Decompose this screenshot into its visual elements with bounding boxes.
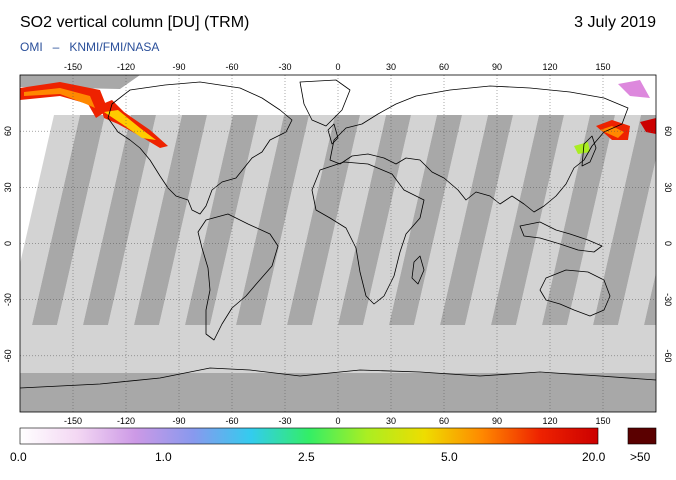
north-america-outline — [107, 81, 293, 215]
orbit-gap-swath — [185, 115, 258, 325]
lon-label-top: 120 — [542, 62, 557, 72]
lon-label-top: -30 — [278, 62, 291, 72]
orbit-gap-swath — [236, 115, 309, 325]
lon-label-top: -60 — [225, 62, 238, 72]
colorbar-overflow-label: >50 — [630, 450, 651, 464]
orbit-gap-swath — [440, 115, 513, 325]
australia-outline — [539, 269, 611, 317]
lat-label-left: 0 — [3, 241, 13, 246]
colorbar-label-4: 20.0 — [582, 450, 606, 464]
colorbar-label-2: 2.5 — [298, 450, 315, 464]
so2-plume — [20, 80, 656, 154]
southeast-asia-islands-outline — [519, 221, 603, 253]
lon-label-bottom: 150 — [595, 416, 610, 426]
lon-label-bottom: -60 — [225, 416, 238, 426]
lat-label-left: -60 — [3, 349, 13, 362]
orbit-gap-swath — [32, 115, 105, 325]
map-frame — [19, 74, 657, 413]
lon-label-bottom: -120 — [117, 416, 135, 426]
lon-label-bottom: 120 — [542, 416, 557, 426]
orbit-gap-swath — [491, 115, 564, 325]
orbit-gap-swath — [644, 272, 656, 325]
lon-label-top: 30 — [386, 62, 396, 72]
lon-label-bottom: 30 — [386, 416, 396, 426]
japan-outline — [581, 135, 597, 167]
no-data-swath — [465, 115, 539, 325]
lon-label-bottom: -30 — [278, 416, 291, 426]
lon-label-bottom: 0 — [335, 416, 340, 426]
no-data-swath — [363, 115, 437, 325]
lon-label-top: 0 — [335, 62, 340, 72]
colorbar-label-3: 5.0 — [441, 450, 458, 464]
axis-labels: -150 -150 -120 -120 -90 -90 -60 -60 -30 -30 0 0 30 30… — [3, 62, 673, 426]
madagascar-outline — [411, 255, 425, 285]
lat-label-right: 0 — [663, 241, 673, 246]
orbit-gap-swath — [287, 115, 360, 325]
no-data-swath — [159, 115, 233, 325]
lon-label-top: 90 — [492, 62, 502, 72]
map-date: 3 July 2019 — [574, 14, 656, 31]
no-data-swath — [20, 115, 80, 325]
orbit-gap-swath — [389, 115, 462, 325]
greenland-outline — [299, 79, 351, 127]
orbit-gap-swath — [83, 115, 156, 325]
colorbar-label-0: 0.0 — [10, 450, 27, 464]
lon-label-top: 150 — [595, 62, 610, 72]
orbit-gap-swath — [338, 115, 411, 325]
south-america-outline — [197, 213, 279, 341]
lon-label-top: 60 — [439, 62, 449, 72]
lon-label-bottom: -150 — [64, 416, 82, 426]
lon-label-bottom: -90 — [172, 416, 185, 426]
lat-label-left: 60 — [3, 126, 13, 136]
no-data-swath — [414, 115, 488, 325]
africa-outline — [311, 161, 425, 305]
lon-label-top: -120 — [117, 62, 135, 72]
no-data-swath — [108, 115, 182, 325]
data-credit: OMI – KNMI/FMI/NASA — [20, 40, 159, 54]
no-data-swath — [210, 115, 284, 325]
credit-agencies: KNMI/FMI/NASA — [69, 40, 160, 54]
no-data-swath — [261, 115, 335, 325]
lat-label-right: 60 — [663, 126, 673, 136]
lat-label-right: 30 — [663, 182, 673, 192]
eurasia-outline — [329, 85, 629, 213]
lon-label-top: -150 — [64, 62, 82, 72]
no-data-swath — [516, 115, 590, 325]
colorbar-label-1: 1.0 — [155, 450, 172, 464]
orbit-gap-swath — [134, 115, 207, 325]
credit-instrument: OMI — [20, 40, 43, 54]
orbit-gap-swath — [593, 115, 656, 325]
no-data-swath — [567, 115, 641, 325]
map-area — [20, 75, 656, 412]
graticule — [20, 75, 656, 412]
lat-label-left: -30 — [3, 293, 13, 306]
colorbar-gradient — [19, 427, 599, 445]
credit-separator: – — [52, 40, 60, 54]
colorbar — [19, 427, 657, 445]
lat-label-left: 30 — [3, 182, 13, 192]
no-data-swath — [312, 115, 386, 325]
lon-label-bottom: 90 — [492, 416, 502, 426]
lon-label-bottom: 60 — [439, 416, 449, 426]
map-title: SO2 vertical column [DU] (TRM) — [20, 14, 250, 31]
lat-label-right: -30 — [663, 293, 673, 306]
colorbar-overflow-swatch — [627, 427, 657, 445]
lon-label-top: -90 — [172, 62, 185, 72]
lat-label-right: -60 — [663, 349, 673, 362]
no-data-swath — [57, 115, 131, 325]
